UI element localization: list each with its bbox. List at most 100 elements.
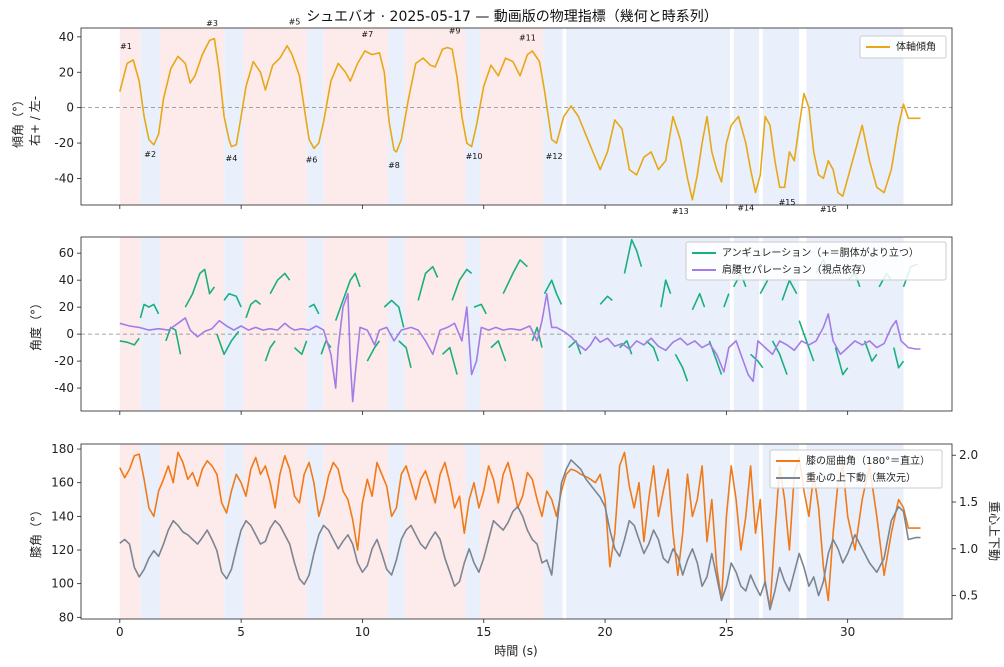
series-angulation-line (674, 353, 689, 382)
series-angulation-line (771, 340, 788, 375)
panel-axes: 80 100 120 140 160 180 0.5 1.0 1.5 2.0 0 5 10 15 20 25 3… (51, 442, 978, 639)
series-angulation-line (119, 337, 140, 346)
peak-label: #6 (306, 156, 318, 165)
peak-label: #3 (206, 19, 218, 28)
phase-band-right (140, 237, 160, 411)
y-tick-label: -40 (54, 171, 74, 185)
y-tick-label: 60 (59, 246, 74, 260)
legend-angulation-label: アンギュレーション（+＝胴体がより立つ） (722, 246, 919, 259)
phase-band-right (387, 444, 405, 619)
series-tilt-line (119, 37, 921, 201)
peak-label: #10 (466, 152, 483, 161)
angle-ylabel: 角度（°） (28, 297, 43, 351)
series-angulation-line (451, 268, 473, 301)
series-com-line (119, 459, 921, 611)
axes-frame (80, 27, 953, 206)
series-angulation-line (398, 340, 412, 368)
series-angulation-line (473, 303, 487, 315)
y-tick-label: 40 (59, 30, 74, 44)
series-angulation-line (308, 303, 320, 315)
series-angulation-line (723, 293, 730, 308)
phase-band-left (323, 28, 388, 205)
angle-legend: アンギュレーション（+＝胴体がより立つ） 肩腰セパレーション（視点依存） (685, 241, 947, 281)
peak-label: #8 (388, 161, 400, 170)
series-angulation-line (568, 340, 582, 355)
series-angulation-line (293, 340, 308, 356)
phase-band-right (387, 237, 405, 411)
tilt-legend: 体軸傾角 (859, 35, 947, 59)
y-tick-label: 140 (51, 509, 74, 523)
series-angulation-line (543, 279, 563, 305)
series-angulation-line (798, 320, 815, 362)
knee-legend: 膝の屈曲角（180°＝直立） 重心の上下動（無次元） (769, 449, 943, 489)
phase-band-left (404, 28, 466, 205)
series-angulation-line (139, 303, 160, 319)
series-angulation-line (623, 238, 643, 274)
phase-band-left (480, 237, 544, 411)
y-tick-label: 20 (59, 65, 74, 79)
angle-panel: -40 -20 0 20 40 60 角度（°） アンギュレーション（+＝胴体がより立つ）… (28, 236, 953, 415)
phase-band-left (404, 237, 466, 411)
series-angulation-line (383, 299, 405, 328)
x-tick-label: 30 (840, 625, 855, 639)
series-angulation-line (759, 279, 769, 295)
phase-band-right (387, 28, 405, 205)
phase-band-left (119, 28, 141, 205)
y-tick-label: 20 (59, 300, 74, 314)
peak-label: #16 (820, 205, 837, 214)
series-angulation-line (893, 347, 905, 369)
phase-band-right (566, 444, 731, 619)
phase-band-left (323, 444, 388, 619)
series-angulation-line (320, 340, 332, 355)
phase-band-left (480, 28, 544, 205)
phase-band-right (543, 444, 563, 619)
axes-frame (80, 443, 953, 620)
series-angulation-line (531, 326, 543, 348)
series-angulation-line (691, 292, 706, 311)
peak-label: #7 (361, 30, 373, 39)
series-angulation-line (490, 340, 507, 362)
peak-label: #1 (120, 42, 132, 51)
phase-band-right (306, 444, 324, 619)
series-angulation-line (645, 340, 660, 362)
y-tick-label: 120 (51, 543, 74, 557)
series-angulation-line (366, 340, 381, 362)
series-angulation-line (184, 268, 216, 308)
x-tick-label: 0 (116, 625, 124, 639)
y2-tick-label: 0.5 (959, 589, 978, 603)
phase-band-left (243, 444, 307, 619)
y-tick-label: 80 (59, 610, 74, 624)
peak-label: #15 (779, 198, 796, 207)
series-knee-line (119, 451, 921, 610)
series-angulation-line (269, 272, 291, 295)
knee-panel: 80 100 120 140 160 180 0.5 1.0 1.5 2.0 0 5 10 15 20 25 3… (29, 442, 1001, 639)
series-angulation-line (334, 272, 361, 321)
phase-band-left (159, 237, 225, 411)
x-tick-label: 10 (355, 625, 370, 639)
series-angulation-line (863, 340, 878, 362)
y-tick-label: 100 (51, 577, 74, 591)
phase-band-left (119, 444, 141, 619)
phase-band-right (465, 28, 481, 205)
y-tick-label: -20 (54, 136, 74, 150)
axes-frame (80, 236, 953, 412)
y-tick-label: -40 (54, 381, 74, 395)
series-angulation-line (619, 340, 633, 355)
legend-box (859, 35, 947, 59)
series-angulation-line (417, 265, 439, 301)
series-angulation-line (216, 330, 240, 356)
panel-axes: -40 -20 0 20 40 (54, 27, 953, 209)
legend-knee-label: 膝の屈曲角（180°＝直立） (806, 454, 930, 467)
series-angulation-line (223, 292, 242, 308)
peak-label: #12 (546, 152, 563, 161)
phase-band-right (543, 28, 563, 205)
peak-label: #11 (519, 33, 536, 42)
phase-band-right (140, 28, 160, 205)
panel-axes: -40 -20 0 20 40 60 (54, 236, 953, 415)
com-ylabel: 重心上下動 (987, 501, 1001, 561)
series-angulation-line (245, 299, 262, 319)
tilt-ylabel-line1: 傾角（°） (11, 94, 25, 148)
y2-tick-label: 1.0 (959, 542, 978, 556)
y2-tick-label: 2.0 (959, 448, 978, 462)
